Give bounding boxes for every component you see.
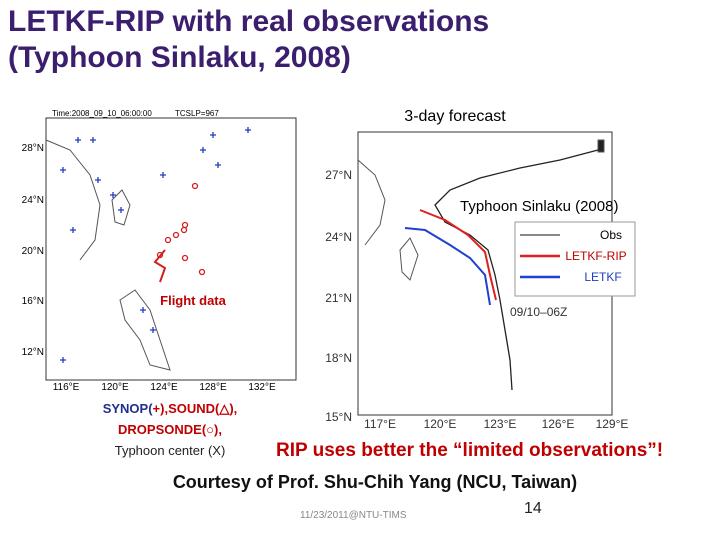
obs-legend-line: DROPSONDE(○),: [70, 419, 270, 440]
right-map-title: 3-day forecast: [404, 108, 506, 125]
lon-label: 128°E: [199, 382, 227, 393]
legend-label: LETKF-RIP: [565, 249, 626, 263]
footer-date: 11/23/2011@NTU-TIMS: [300, 510, 407, 521]
left-lat-labels: 28°N 24°N 20°N 16°N 12°N: [22, 143, 44, 358]
lat-label: 28°N: [22, 143, 44, 154]
coastline: [45, 139, 171, 371]
symbol: ○: [206, 422, 215, 437]
lat-label: 20°N: [22, 246, 44, 257]
lon-label: 126°E: [542, 417, 575, 431]
left-map-frame: [45, 117, 297, 381]
lon-label: 116°E: [53, 382, 80, 393]
lon-label: 124°E: [150, 382, 178, 393]
lat-label: 18°N: [325, 351, 352, 365]
lat-label: 21°N: [325, 291, 352, 305]
slp-label: TCSLP=967: [175, 109, 219, 118]
text: SYNOP(: [102, 401, 153, 416]
obs-legend-line: SYNOP(+),SOUND(△),: [70, 398, 270, 419]
text: ),: [229, 401, 238, 416]
symbol: +: [152, 401, 161, 416]
left-lon-labels: 116°E 120°E 124°E 128°E 132°E: [53, 382, 276, 393]
lon-label: 120°E: [424, 417, 457, 431]
text: DROPSONDE(: [118, 422, 207, 437]
right-coastline: [357, 139, 605, 281]
lon-label: 123°E: [484, 417, 517, 431]
credit: Courtesy of Prof. Shu-Chih Yang (NCU, Ta…: [172, 472, 578, 492]
time-label: Time:2008_09_10_06:00:00: [52, 109, 152, 118]
flight-annotation: Flight data: [160, 293, 226, 308]
obs-legend: SYNOP(+),SOUND(△), DROPSONDE(○), Typhoon…: [70, 398, 270, 461]
synop-marks: [60, 127, 251, 363]
lon-label: 120°E: [101, 382, 129, 393]
text: ),SOUND(: [160, 401, 220, 416]
flight-arrow: [153, 249, 167, 283]
dropsonde-marks: [156, 182, 206, 276]
legend-label: LETKF: [584, 270, 621, 284]
lat-label: 27°N: [325, 168, 352, 182]
text: ),: [214, 422, 222, 437]
lon-label: 132°E: [248, 382, 276, 393]
text: Typhoon center (X): [114, 443, 226, 458]
lat-label: 24°N: [22, 195, 44, 206]
legend-label: Obs: [600, 228, 622, 242]
conclusion: RIP uses better the “limited observation…: [276, 440, 664, 461]
title: LETKF-RIP with real observations (Typhoo…: [8, 4, 489, 76]
obs-legend-line: Typhoon center (X): [70, 440, 270, 461]
title-line: LETKF-RIP with real observations: [8, 5, 490, 38]
letkf-track: [404, 227, 491, 306]
letkf-rip-track: [419, 209, 497, 301]
right-lon-labels: 117°E 120°E 123°E 126°E 129°E: [364, 417, 628, 431]
lat-label: 12°N: [22, 347, 44, 358]
title-line: (Typhoon Sinlaku, 2008): [8, 41, 351, 74]
lat-label: 24°N: [325, 230, 352, 244]
lon-label: 117°E: [364, 417, 396, 431]
symbol: △: [219, 401, 230, 416]
right-lat-labels: 27°N 24°N 21°N 18°N 15°N: [325, 168, 352, 424]
lat-label: 15°N: [325, 410, 352, 424]
lon-label: 129°E: [596, 417, 629, 431]
time-annotation: 09/10–06Z: [510, 305, 567, 319]
right-map-subtitle: Typhoon Sinlaku (2008): [460, 198, 618, 215]
page-number: 14: [524, 500, 542, 517]
lat-label: 16°N: [22, 296, 44, 307]
